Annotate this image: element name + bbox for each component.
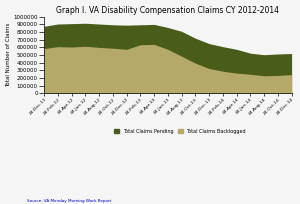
Y-axis label: Total Number of Claims: Total Number of Claims	[6, 23, 10, 87]
Title: Graph I. VA Disability Compensation Claims CY 2012-2014: Graph I. VA Disability Compensation Clai…	[56, 6, 279, 14]
Text: Source: VA Monday Morning Work Report: Source: VA Monday Morning Work Report	[27, 199, 111, 203]
Legend: Total Claims Pending, Total Claims Backlogged: Total Claims Pending, Total Claims Backl…	[112, 127, 248, 135]
